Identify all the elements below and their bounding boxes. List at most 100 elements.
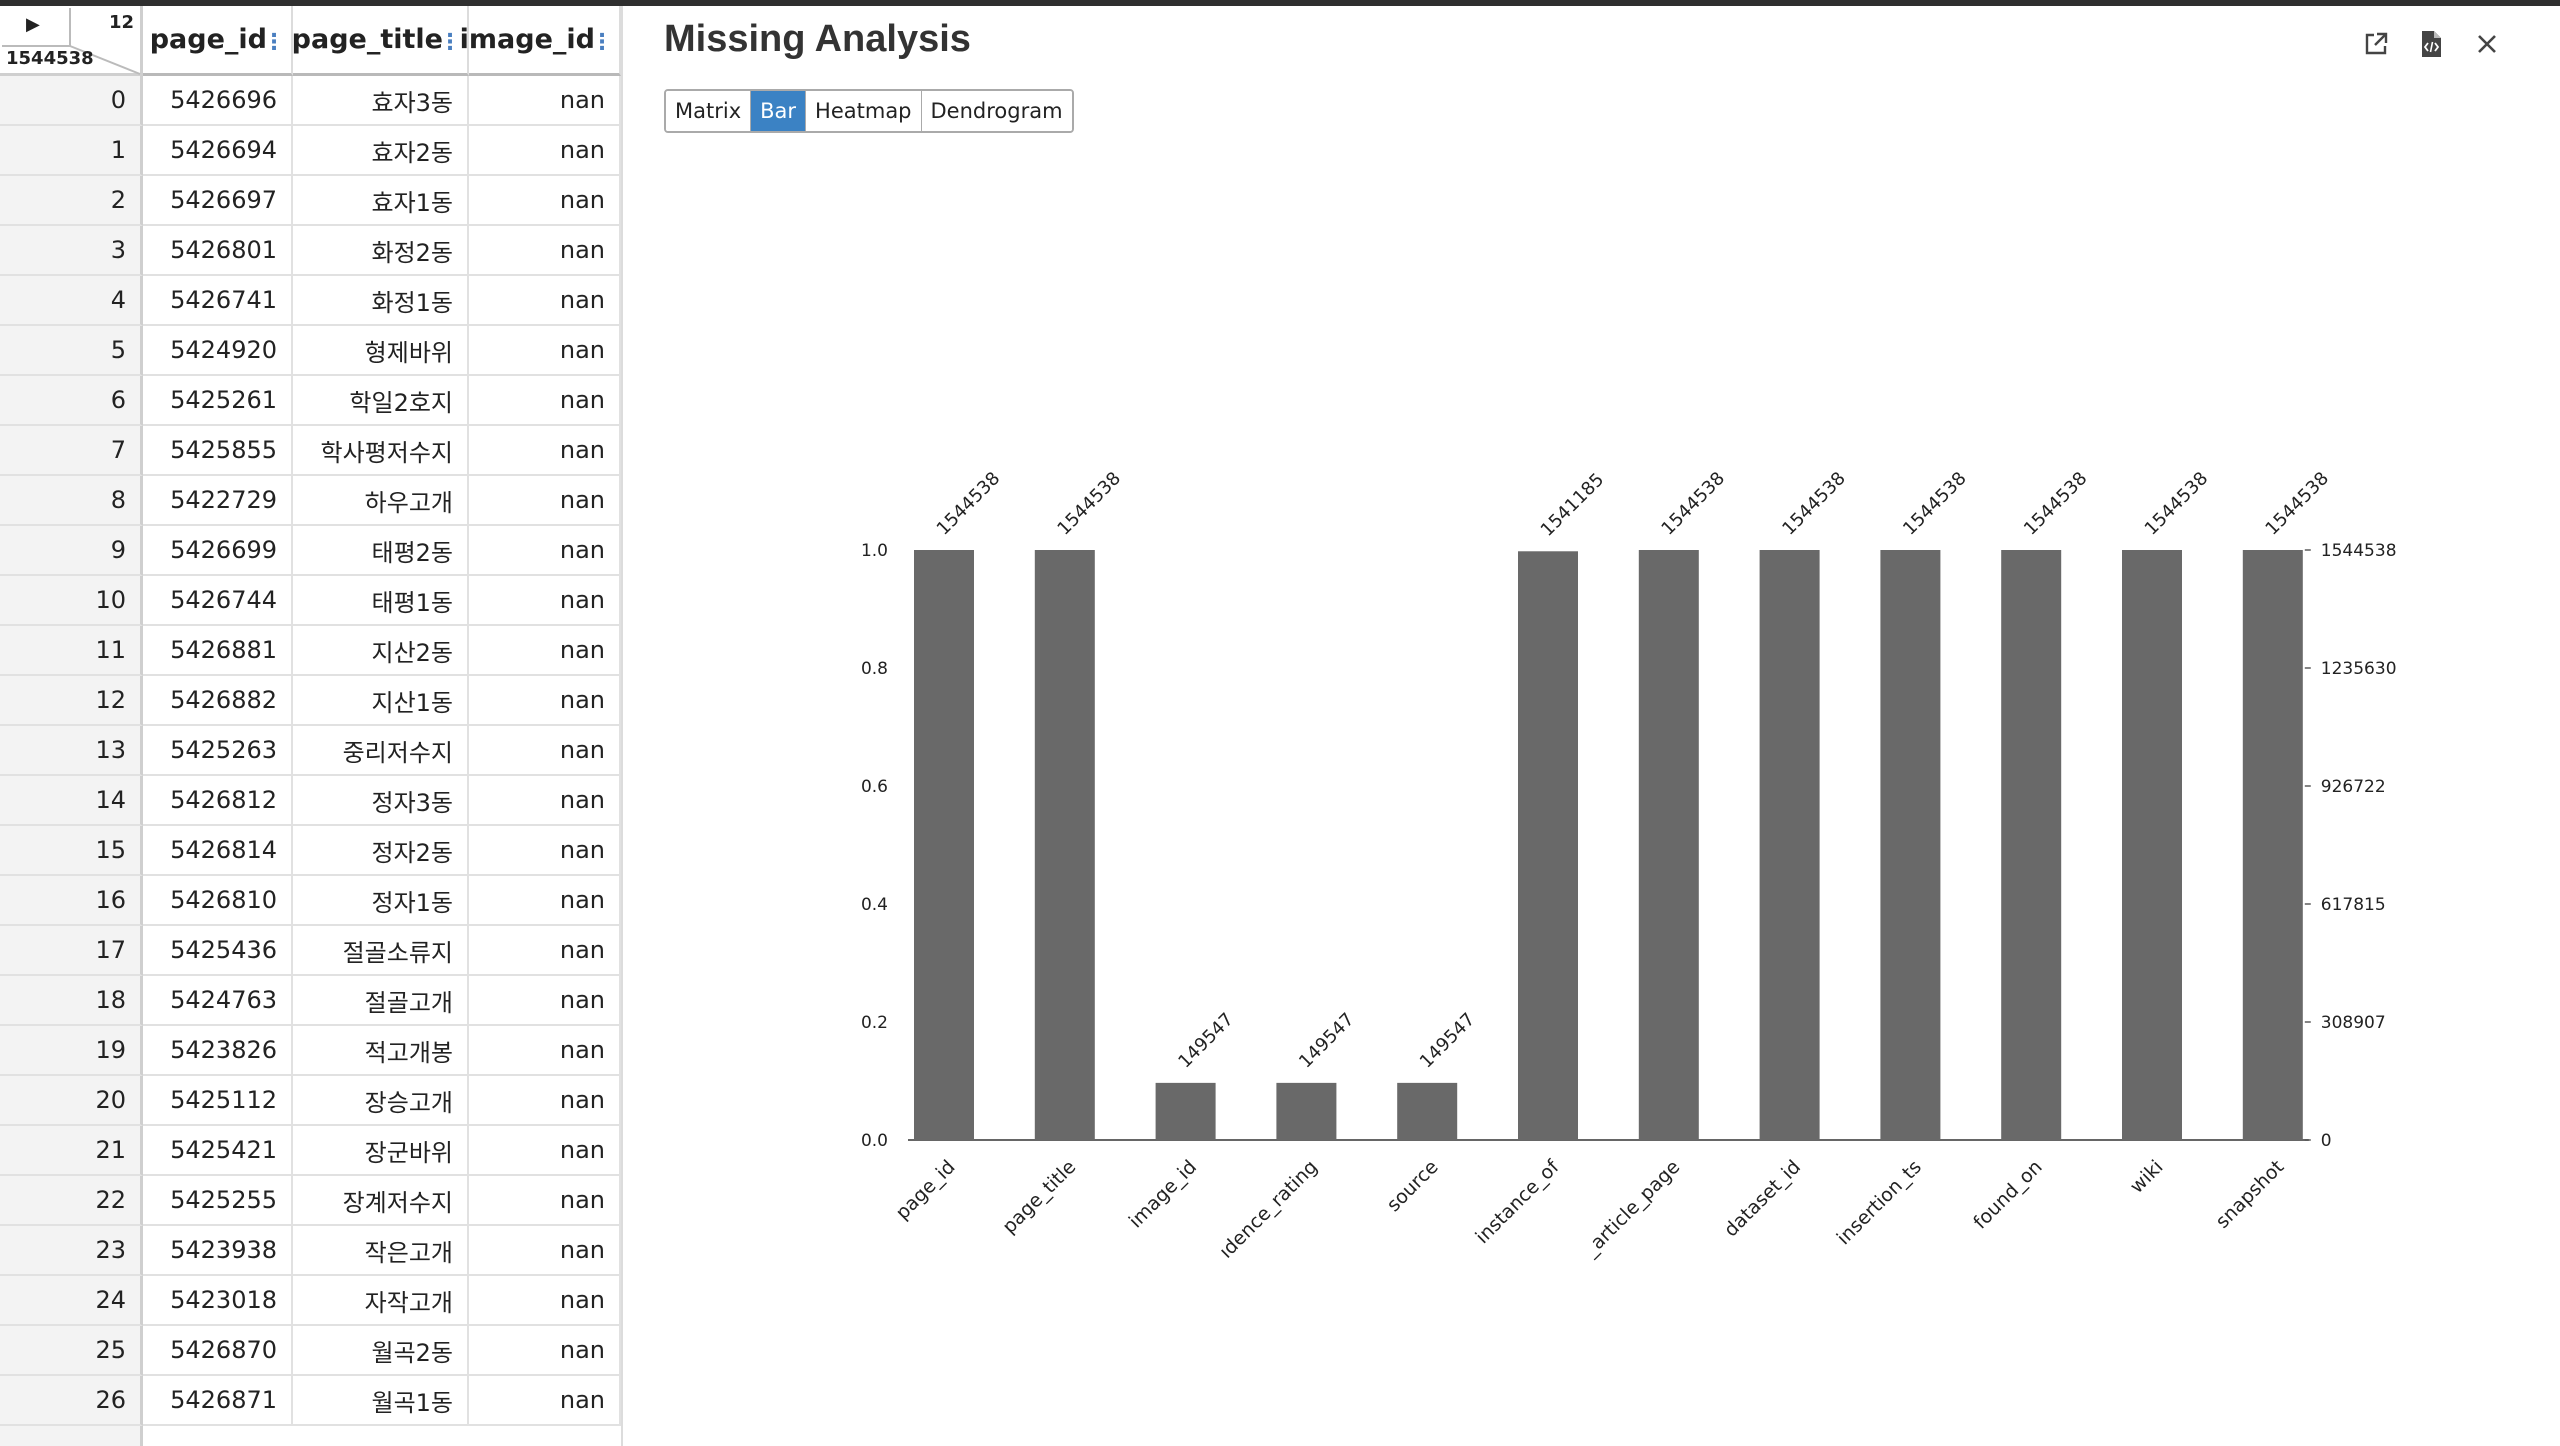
row-index[interactable]: 22 <box>0 1176 143 1226</box>
table-row[interactable]: 25 5426870 월곡2동 nan <box>0 1326 636 1376</box>
cell-image-id[interactable]: nan <box>469 1076 621 1126</box>
cell-page-title[interactable]: 효자2동 <box>293 126 469 176</box>
header-image-id[interactable]: image_id ⋮ <box>460 6 621 76</box>
cell-page-title[interactable]: 효자1동 <box>293 176 469 226</box>
table-row[interactable]: 13 5425263 중리저수지 nan <box>0 726 636 776</box>
cell-page-id[interactable]: 5424763 <box>143 976 293 1026</box>
row-index[interactable]: 0 <box>0 76 143 126</box>
cell-page-title[interactable]: 월곡2동 <box>293 1326 469 1376</box>
row-index[interactable]: 19 <box>0 1026 143 1076</box>
external-link-icon[interactable] <box>2358 26 2394 62</box>
cell-page-title[interactable]: 장계저수지 <box>293 1176 469 1226</box>
table-row[interactable]: 21 5425421 장군바위 nan <box>0 1126 636 1176</box>
row-index[interactable]: 12 <box>0 676 143 726</box>
cell-page-id[interactable]: 5423938 <box>143 1226 293 1276</box>
row-index[interactable]: 24 <box>0 1276 143 1326</box>
cell-image-id[interactable]: nan <box>469 526 621 576</box>
cell-image-id[interactable]: nan <box>469 176 621 226</box>
cell-page-title[interactable]: 화정2동 <box>293 226 469 276</box>
row-index[interactable]: 26 <box>0 1376 143 1426</box>
cell-image-id[interactable]: nan <box>469 1226 621 1276</box>
row-index[interactable]: 25 <box>0 1326 143 1376</box>
row-index[interactable]: 13 <box>0 726 143 776</box>
cell-image-id[interactable]: nan <box>469 476 621 526</box>
play-icon[interactable]: ▶ <box>26 14 40 35</box>
cell-image-id[interactable]: nan <box>469 626 621 676</box>
cell-page-title[interactable]: 하우고개 <box>293 476 469 526</box>
table-row[interactable]: 24 5423018 자작고개 nan <box>0 1276 636 1326</box>
cell-image-id[interactable]: nan <box>469 1026 621 1076</box>
cell-page-id[interactable]: 5426801 <box>143 226 293 276</box>
cell-image-id[interactable]: nan <box>469 276 621 326</box>
table-row[interactable]: 17 5425436 절골소류지 nan <box>0 926 636 976</box>
cell-page-id[interactable]: 5425261 <box>143 376 293 426</box>
cell-page-title[interactable]: 절골소류지 <box>293 926 469 976</box>
cell-page-id[interactable]: 5426814 <box>143 826 293 876</box>
cell-page-id[interactable]: 5426694 <box>143 126 293 176</box>
cell-page-title[interactable]: 정자1동 <box>293 876 469 926</box>
table-row[interactable]: 26 5426871 월곡1동 nan <box>0 1376 636 1426</box>
cell-image-id[interactable]: nan <box>469 1126 621 1176</box>
cell-image-id[interactable]: nan <box>469 776 621 826</box>
row-index[interactable]: 7 <box>0 426 143 476</box>
column-menu-icon[interactable]: ⋮ <box>263 30 285 55</box>
cell-image-id[interactable]: nan <box>469 676 621 726</box>
header-page-title[interactable]: page_title ⋮ <box>292 6 469 76</box>
column-menu-icon[interactable]: ⋮ <box>591 30 613 55</box>
cell-page-id[interactable]: 5426881 <box>143 626 293 676</box>
cell-page-id[interactable]: 5426882 <box>143 676 293 726</box>
table-row[interactable]: 22 5425255 장계저수지 nan <box>0 1176 636 1226</box>
table-row[interactable]: 0 5426696 효자3동 nan <box>0 76 636 126</box>
row-index[interactable]: 4 <box>0 276 143 326</box>
cell-page-id[interactable]: 5426699 <box>143 526 293 576</box>
cell-page-id[interactable]: 5426696 <box>143 76 293 126</box>
row-index[interactable]: 6 <box>0 376 143 426</box>
cell-page-title[interactable]: 장군바위 <box>293 1126 469 1176</box>
grid-corner[interactable]: ▶ 12 1544538 <box>0 6 143 76</box>
cell-image-id[interactable]: nan <box>469 426 621 476</box>
row-index[interactable]: 15 <box>0 826 143 876</box>
cell-page-title[interactable]: 화정1동 <box>293 276 469 326</box>
cell-page-title[interactable]: 정자3동 <box>293 776 469 826</box>
cell-image-id[interactable]: nan <box>469 326 621 376</box>
cell-page-id[interactable]: 5426744 <box>143 576 293 626</box>
cell-page-title[interactable]: 태평2동 <box>293 526 469 576</box>
cell-page-id[interactable]: 5426870 <box>143 1326 293 1376</box>
table-row[interactable]: 11 5426881 지산2동 nan <box>0 626 636 676</box>
cell-page-id[interactable]: 5426812 <box>143 776 293 826</box>
row-index[interactable]: 8 <box>0 476 143 526</box>
cell-page-title[interactable]: 지산2동 <box>293 626 469 676</box>
cell-page-title[interactable]: 중리저수지 <box>293 726 469 776</box>
cell-page-id[interactable]: 5423018 <box>143 1276 293 1326</box>
cell-image-id[interactable]: nan <box>469 1176 621 1226</box>
row-index[interactable]: 17 <box>0 926 143 976</box>
row-index[interactable]: 14 <box>0 776 143 826</box>
cell-page-id[interactable]: 5426697 <box>143 176 293 226</box>
row-index[interactable]: 9 <box>0 526 143 576</box>
cell-image-id[interactable]: nan <box>469 126 621 176</box>
table-row[interactable]: 1 5426694 효자2동 nan <box>0 126 636 176</box>
row-index[interactable]: 1 <box>0 126 143 176</box>
row-index[interactable]: 11 <box>0 626 143 676</box>
table-row[interactable]: 16 5426810 정자1동 nan <box>0 876 636 926</box>
cell-page-id[interactable]: 5426871 <box>143 1376 293 1426</box>
tab-heatmap[interactable]: Heatmap <box>806 91 922 131</box>
cell-page-id[interactable]: 5425255 <box>143 1176 293 1226</box>
table-row[interactable]: 7 5425855 학사평저수지 nan <box>0 426 636 476</box>
cell-image-id[interactable]: nan <box>469 926 621 976</box>
table-row[interactable]: 4 5426741 화정1동 nan <box>0 276 636 326</box>
cell-image-id[interactable]: nan <box>469 576 621 626</box>
cell-page-id[interactable]: 5424920 <box>143 326 293 376</box>
cell-page-title[interactable]: 학일2호지 <box>293 376 469 426</box>
table-row[interactable]: 10 5426744 태평1동 nan <box>0 576 636 626</box>
table-row[interactable]: 12 5426882 지산1동 nan <box>0 676 636 726</box>
table-row[interactable]: 8 5422729 하우고개 nan <box>0 476 636 526</box>
table-row[interactable]: 9 5426699 태평2동 nan <box>0 526 636 576</box>
cell-page-id[interactable]: 5425436 <box>143 926 293 976</box>
table-row[interactable]: 18 5424763 절골고개 nan <box>0 976 636 1026</box>
table-row[interactable]: 5 5424920 형제바위 nan <box>0 326 636 376</box>
row-index[interactable]: 20 <box>0 1076 143 1126</box>
cell-image-id[interactable]: nan <box>469 726 621 776</box>
table-row[interactable]: 15 5426814 정자2동 nan <box>0 826 636 876</box>
column-menu-icon[interactable]: ⋮ <box>439 30 461 55</box>
